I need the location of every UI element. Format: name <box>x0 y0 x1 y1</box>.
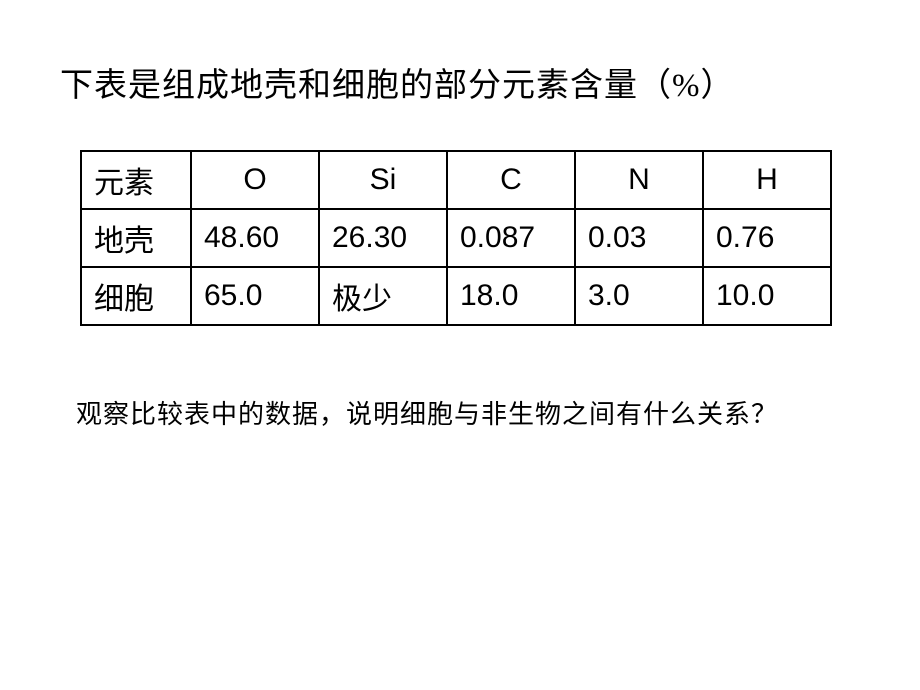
header-col-2: C <box>447 151 575 209</box>
row-0-cell-1: 26.30 <box>319 209 447 267</box>
row-1-cell-4: 10.0 <box>703 267 831 325</box>
row-1-cell-3: 3.0 <box>575 267 703 325</box>
header-label: 元素 <box>81 151 191 209</box>
row-0-cell-3: 0.03 <box>575 209 703 267</box>
row-1-cell-0: 65.0 <box>191 267 319 325</box>
element-table: 元素 O Si C N H 地壳 48.60 26.30 0.087 0.03 … <box>80 150 832 326</box>
header-col-1: Si <box>319 151 447 209</box>
row-0-cell-0: 48.60 <box>191 209 319 267</box>
row-1-cell-2: 18.0 <box>447 267 575 325</box>
slide-title: 下表是组成地壳和细胞的部分元素含量（%） <box>60 58 870 106</box>
table-row: 细胞 65.0 极少 18.0 3.0 10.0 <box>81 267 831 325</box>
header-col-3: N <box>575 151 703 209</box>
row-0-label: 地壳 <box>81 209 191 267</box>
header-col-4: H <box>703 151 831 209</box>
table-row: 地壳 48.60 26.30 0.087 0.03 0.76 <box>81 209 831 267</box>
table-header-row: 元素 O Si C N H <box>81 151 831 209</box>
slide-container: 下表是组成地壳和细胞的部分元素含量（%） 元素 O Si C N H 地壳 48… <box>0 0 920 431</box>
row-1-cell-1: 极少 <box>319 267 447 325</box>
row-1-label: 细胞 <box>81 267 191 325</box>
header-col-0: O <box>191 151 319 209</box>
row-0-cell-4: 0.76 <box>703 209 831 267</box>
row-0-cell-2: 0.087 <box>447 209 575 267</box>
question-text: 观察比较表中的数据，说明细胞与非生物之间有什么关系？ <box>76 394 870 431</box>
